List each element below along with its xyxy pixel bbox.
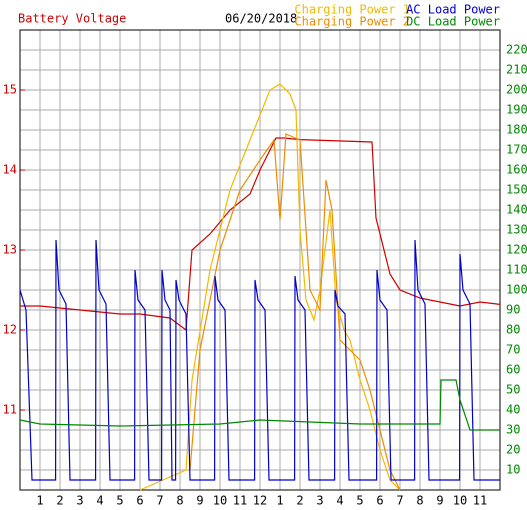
y-tick-label: 11 (3, 403, 17, 417)
y2-tick-label: 170 (506, 143, 527, 157)
legend-label: Charging Power 1 (294, 3, 410, 17)
x-tick-label: 1 (276, 494, 283, 508)
series-line (139, 83, 401, 491)
y2-tick-label: 100 (506, 283, 527, 297)
x-tick-label: 7 (396, 494, 403, 508)
y2-tick-label: 210 (506, 63, 527, 77)
y2-tick-label: 40 (506, 403, 520, 417)
x-tick-label: 10 (453, 494, 467, 508)
series-line (19, 379, 500, 431)
x-tick-label: 12 (253, 494, 267, 508)
x-tick-label: 11 (473, 494, 487, 508)
x-tick-label: 9 (196, 494, 203, 508)
y2-tick-label: 220 (506, 43, 527, 57)
x-tick-label: 5 (116, 494, 123, 508)
x-tick-label: 8 (416, 494, 423, 508)
x-tick-label: 3 (316, 494, 323, 508)
y2-tick-label: 160 (506, 163, 527, 177)
y2-tick-label: 190 (506, 103, 527, 117)
x-tick-label: 2 (296, 494, 303, 508)
x-tick-label: 6 (136, 494, 143, 508)
x-tick-label: 6 (376, 494, 383, 508)
y2-tick-label: 90 (506, 303, 520, 317)
x-tick-label: 4 (336, 494, 343, 508)
y-tick-label: 13 (3, 243, 17, 257)
x-tick-label: 5 (356, 494, 363, 508)
y2-tick-label: 180 (506, 123, 527, 137)
x-tick-label: 4 (96, 494, 103, 508)
y-tick-label: 14 (3, 163, 17, 177)
y2-tick-label: 150 (506, 183, 527, 197)
x-tick-label: 3 (76, 494, 83, 508)
x-tick-label: 7 (156, 494, 163, 508)
y-tick-label: 12 (3, 323, 17, 337)
y2-tick-label: 200 (506, 83, 527, 97)
y2-tick-label: 110 (506, 263, 527, 277)
y2-tick-label: 120 (506, 243, 527, 257)
y2-tick-label: 80 (506, 323, 520, 337)
y-tick-label: 15 (3, 83, 17, 97)
legend-label: Charging Power 2 (294, 15, 410, 29)
plot-border (19, 29, 501, 491)
y2-tick-label: 60 (506, 363, 520, 377)
y2-tick-label: 10 (506, 463, 520, 477)
x-tick-label: 8 (176, 494, 183, 508)
series-line (19, 239, 500, 481)
y2-tick-label: 50 (506, 383, 520, 397)
y2-tick-label: 70 (506, 343, 520, 357)
x-tick-label: 10 (213, 494, 227, 508)
x-tick-label: 11 (233, 494, 247, 508)
legend-label: Battery Voltage (18, 12, 126, 26)
x-tick-label: 2 (56, 494, 63, 508)
series-line (189, 133, 401, 491)
y2-tick-label: 130 (506, 223, 527, 237)
series-line (20, 137, 501, 332)
chart-title: 06/20/2018 (225, 12, 297, 26)
legend-label: AC Load Power (406, 3, 500, 17)
legend-label: DC Load Power (406, 15, 500, 29)
y2-tick-label: 20 (506, 443, 520, 457)
y2-tick-label: 140 (506, 203, 527, 217)
x-tick-label: 1 (36, 494, 43, 508)
x-tick-label: 9 (436, 494, 443, 508)
y2-tick-label: 30 (506, 423, 520, 437)
